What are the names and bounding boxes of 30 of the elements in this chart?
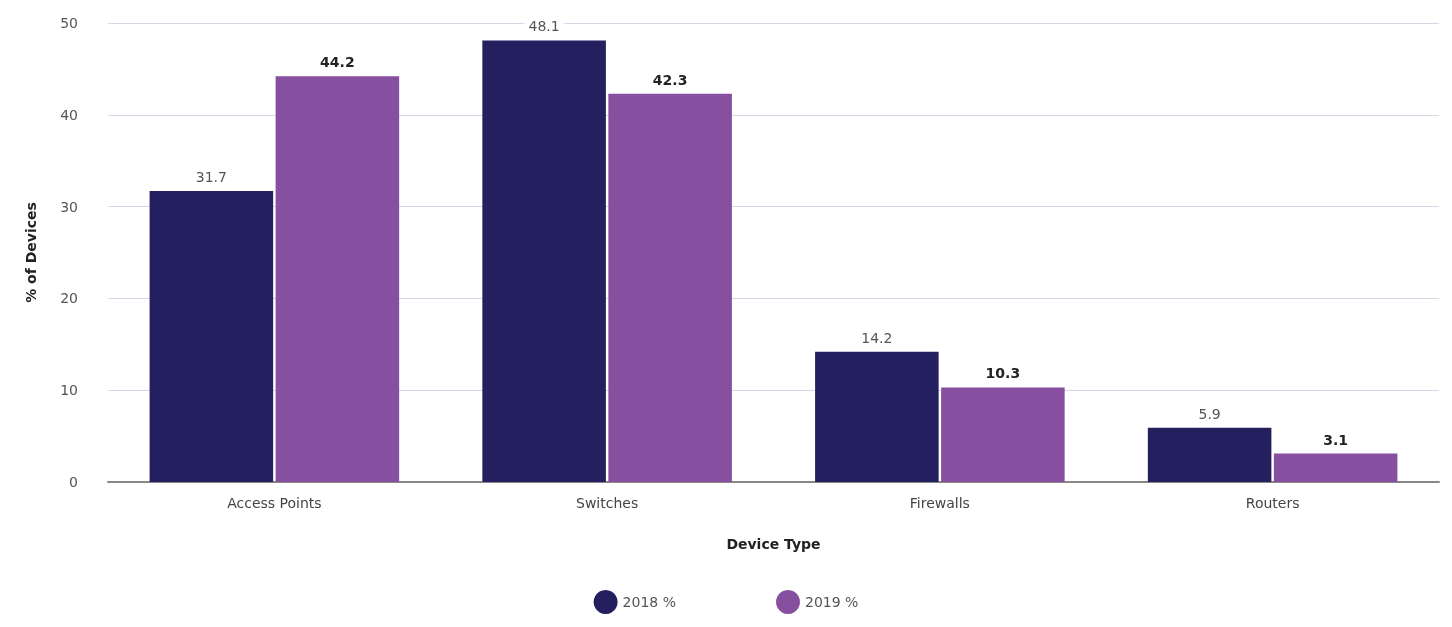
y-axis-title: % of Devices [23, 202, 39, 303]
y-tick-label: 0 [69, 474, 78, 490]
x-tick-label: Firewalls [909, 495, 970, 511]
data-label: 31.7 [195, 168, 227, 185]
data-label: 3.1 [1323, 431, 1349, 448]
x-tick-label: Routers [1245, 495, 1300, 511]
data-label: 5.9 [1198, 405, 1221, 422]
bar [608, 93, 732, 482]
bar [1147, 427, 1272, 482]
bar [149, 190, 274, 482]
data-label: 44.2 [320, 54, 355, 71]
data-label: 14.2 [861, 329, 893, 346]
legend-label: 2018 % [622, 594, 677, 610]
y-tick-label: 20 [60, 290, 78, 307]
y-tick-label: 10 [60, 382, 78, 399]
x-tick-label: Switches [576, 495, 639, 511]
data-label: 42.3 [652, 71, 688, 88]
bar [1273, 453, 1398, 482]
bar [941, 387, 1065, 482]
bar [275, 76, 400, 482]
legend-label: 2019 % [805, 594, 859, 610]
bar [482, 40, 606, 482]
x-axis-title: Device Type [726, 536, 821, 552]
data-label: 48.1 [528, 18, 560, 35]
y-tick-label: 40 [60, 106, 78, 123]
x-tick-label: Access Points [227, 495, 322, 511]
bar [815, 351, 939, 482]
y-tick-label: 30 [60, 198, 78, 215]
y-tick-label: 50 [60, 15, 78, 31]
data-label: 10.3 [985, 365, 1021, 382]
